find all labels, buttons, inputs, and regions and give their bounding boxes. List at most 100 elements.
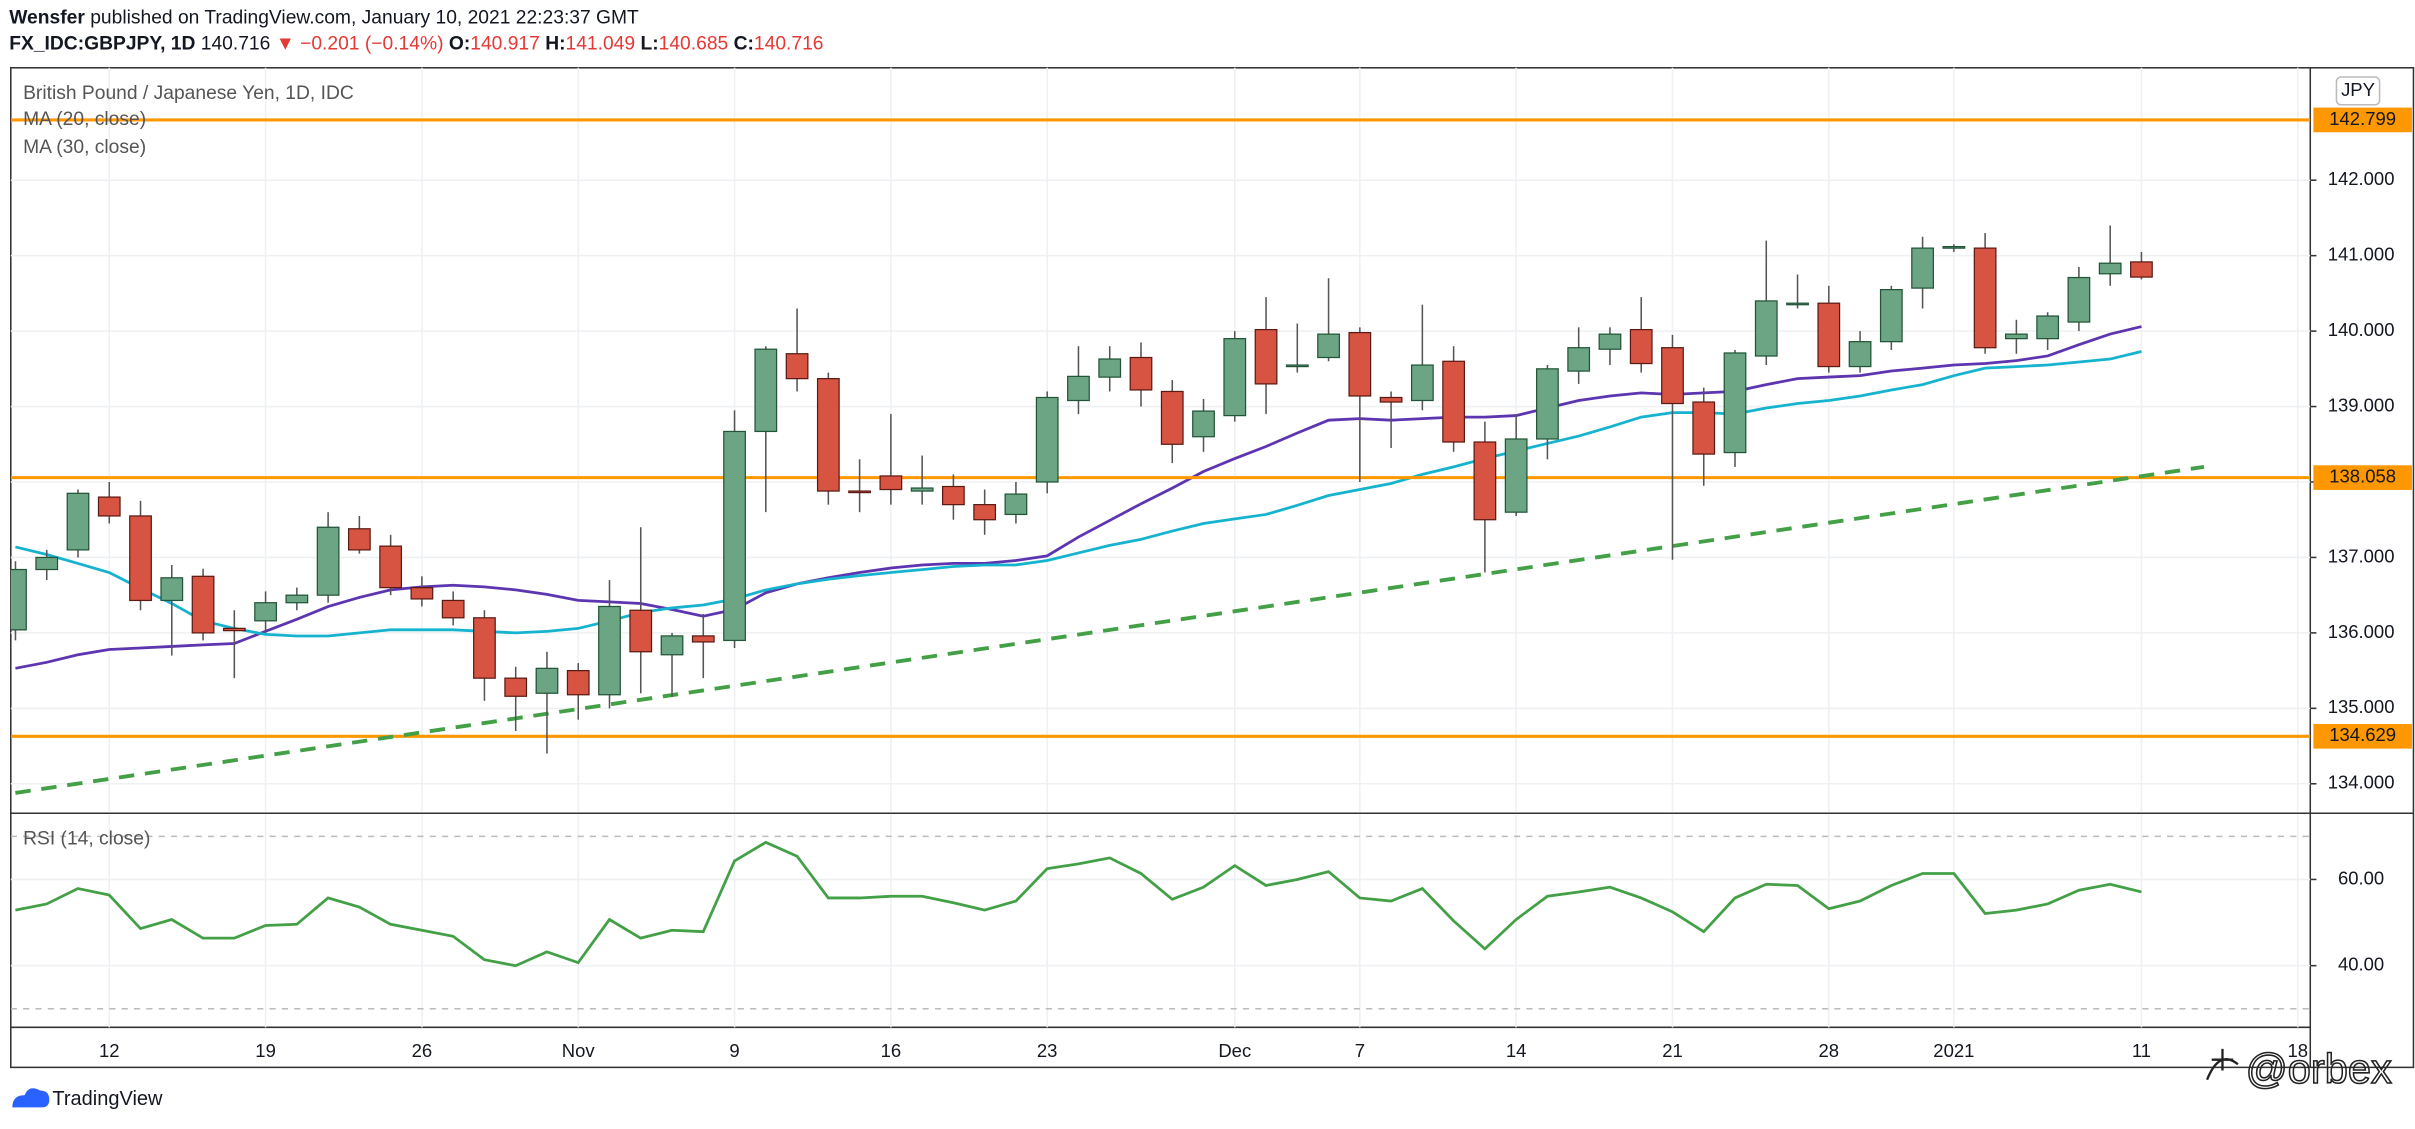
level-label: 142.799 bbox=[2329, 108, 2396, 129]
candle-body bbox=[2004, 333, 2028, 340]
candle-body bbox=[942, 485, 965, 506]
trend-line bbox=[15, 464, 2205, 795]
tradingview-logo: TradingView bbox=[12, 1088, 163, 1110]
candle-body bbox=[473, 617, 496, 679]
ohlc-label: C: bbox=[734, 34, 754, 55]
series-line bbox=[15, 840, 2142, 968]
candle-body bbox=[1348, 331, 1372, 397]
y-tick-label: 60.00 bbox=[2338, 867, 2384, 888]
x-tick-label: 7 bbox=[1355, 1040, 1365, 1061]
candle-body bbox=[441, 599, 465, 619]
header-line-2: FX_IDC:GBPJPY, 1D 140.716 ▼ −0.201 (−0.1… bbox=[9, 34, 823, 55]
watermark: @orbex bbox=[2246, 1045, 2392, 1092]
candle-body bbox=[1067, 375, 1090, 402]
x-tick-label: 28 bbox=[1819, 1040, 1840, 1061]
y-tick-label: 139.000 bbox=[2328, 394, 2395, 415]
candle-body bbox=[191, 575, 215, 634]
candle-body bbox=[1942, 245, 1966, 249]
x-tick-label: 16 bbox=[881, 1040, 902, 1061]
level-label-box bbox=[2313, 465, 2412, 490]
ohlc-value: 141.049 bbox=[566, 34, 636, 55]
x-tick-label: 18 bbox=[2287, 1040, 2308, 1061]
candle-body bbox=[285, 594, 309, 604]
ohlc-value: 140.917 bbox=[470, 34, 540, 55]
candle-body bbox=[816, 378, 840, 492]
candle-body bbox=[1567, 347, 1591, 372]
candle-body bbox=[1536, 368, 1559, 440]
candle-body bbox=[316, 526, 340, 596]
y-tick-label: 136.000 bbox=[2328, 621, 2395, 642]
level-label-box bbox=[2313, 107, 2412, 133]
candle-body bbox=[566, 669, 590, 696]
level-label-box bbox=[2313, 724, 2412, 749]
candle-body bbox=[410, 587, 434, 600]
ohlc-value: 140.685 bbox=[659, 34, 729, 55]
candle-body bbox=[1754, 300, 1778, 357]
candle-body bbox=[1192, 410, 1215, 438]
frame bbox=[10, 67, 2415, 1069]
candle-body bbox=[910, 487, 934, 492]
level-label: 134.629 bbox=[2329, 724, 2396, 745]
candle-body bbox=[1410, 364, 1434, 402]
candle-body bbox=[66, 492, 90, 551]
candle-body bbox=[1879, 288, 1903, 343]
y-tick-label: 141.000 bbox=[2328, 244, 2395, 265]
candle-body bbox=[2067, 276, 2091, 323]
candle-body bbox=[1973, 247, 1997, 349]
candle-body bbox=[379, 545, 403, 589]
candle-body bbox=[1223, 338, 1247, 417]
candle-body bbox=[1817, 302, 1841, 368]
candle-body bbox=[504, 677, 528, 697]
candle-body bbox=[1035, 396, 1059, 483]
x-tick-label: 21 bbox=[1662, 1040, 1683, 1061]
watermark-icon bbox=[2206, 1048, 2239, 1081]
candle-body bbox=[1786, 302, 1809, 306]
ohlc-label: L: bbox=[640, 34, 658, 55]
x-tick-label: 9 bbox=[729, 1040, 739, 1061]
pane bbox=[10, 118, 2311, 795]
x-tick-label: 26 bbox=[412, 1040, 433, 1061]
x-tick-label: 11 bbox=[2132, 1040, 2151, 1061]
candle-body bbox=[1254, 328, 1278, 385]
candle-body bbox=[1160, 390, 1184, 445]
candle-body bbox=[1723, 352, 1747, 454]
brand: TradingView bbox=[52, 1088, 163, 1110]
y-tick-label: 137.000 bbox=[2328, 545, 2395, 566]
candle-body bbox=[129, 515, 152, 602]
candle-body bbox=[1911, 247, 1934, 289]
header-line-1: Wensfer published on TradingView.com, Ja… bbox=[9, 8, 639, 29]
x-tick-label: 23 bbox=[1037, 1040, 1058, 1061]
x-tick-label: 12 bbox=[99, 1040, 120, 1061]
candle-body bbox=[160, 577, 184, 602]
x-tick-label: 19 bbox=[255, 1040, 276, 1061]
candle-body bbox=[2098, 262, 2122, 275]
pane bbox=[10, 835, 2311, 1010]
candle-body bbox=[1379, 396, 1403, 403]
candle-body bbox=[879, 475, 903, 491]
ohlc-label: O: bbox=[449, 34, 470, 55]
candle-body bbox=[723, 430, 746, 642]
y-tick-label: 140.000 bbox=[2328, 319, 2395, 340]
candle-body bbox=[2036, 315, 2060, 340]
candles bbox=[10, 225, 2153, 754]
y-tick-label: 40.00 bbox=[2338, 954, 2384, 975]
candle-body bbox=[848, 490, 872, 494]
candle-body bbox=[1504, 438, 1528, 513]
y-tick-label: 142.000 bbox=[2328, 168, 2395, 189]
candle-body bbox=[1848, 341, 1872, 368]
candle-body bbox=[1598, 333, 1622, 350]
candle-body bbox=[1661, 347, 1684, 405]
author: Wensfer bbox=[9, 8, 85, 29]
candle-body bbox=[1004, 493, 1028, 516]
candle-body bbox=[347, 528, 371, 551]
candle-body bbox=[254, 602, 277, 622]
candle-body bbox=[222, 627, 246, 632]
legend-entry: RSI (14, close) bbox=[23, 829, 150, 850]
candle-body bbox=[598, 605, 621, 696]
candle-body bbox=[1629, 328, 1653, 365]
candle-body bbox=[97, 496, 121, 517]
labels: 12 19 26 Nov 9 16 23 Dec 7 14 21 28 2021 11 18 134.000 1… bbox=[23, 107, 2412, 1061]
legend-entry: MA (20, close) bbox=[23, 109, 146, 130]
